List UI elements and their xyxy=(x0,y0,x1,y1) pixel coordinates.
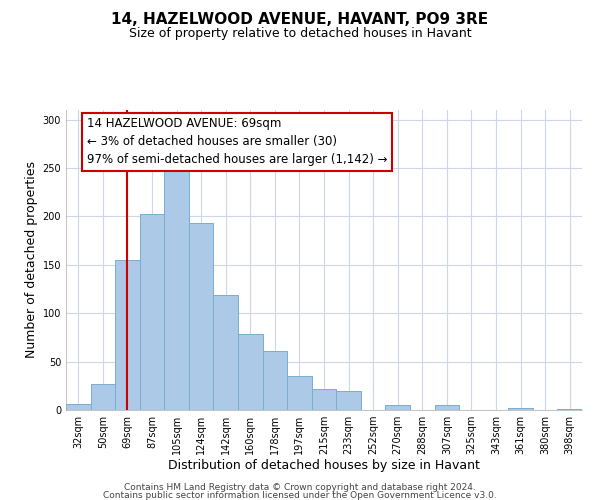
Bar xyxy=(214,295,238,410)
Bar xyxy=(189,223,214,410)
Bar xyxy=(66,404,91,410)
Bar xyxy=(385,405,410,410)
Bar xyxy=(115,260,140,410)
Text: 14 HAZELWOOD AVENUE: 69sqm
← 3% of detached houses are smaller (30)
97% of semi-: 14 HAZELWOOD AVENUE: 69sqm ← 3% of detac… xyxy=(86,118,387,166)
Bar xyxy=(434,405,459,410)
Bar xyxy=(140,214,164,410)
Text: Size of property relative to detached houses in Havant: Size of property relative to detached ho… xyxy=(128,28,472,40)
X-axis label: Distribution of detached houses by size in Havant: Distribution of detached houses by size … xyxy=(168,458,480,471)
Text: 14, HAZELWOOD AVENUE, HAVANT, PO9 3RE: 14, HAZELWOOD AVENUE, HAVANT, PO9 3RE xyxy=(112,12,488,28)
Y-axis label: Number of detached properties: Number of detached properties xyxy=(25,162,38,358)
Bar xyxy=(164,168,189,410)
Text: Contains HM Land Registry data © Crown copyright and database right 2024.: Contains HM Land Registry data © Crown c… xyxy=(124,482,476,492)
Bar xyxy=(312,388,336,410)
Bar xyxy=(238,334,263,410)
Bar xyxy=(557,409,582,410)
Bar xyxy=(91,384,115,410)
Bar xyxy=(336,390,361,410)
Bar xyxy=(263,351,287,410)
Bar xyxy=(287,376,312,410)
Bar xyxy=(508,408,533,410)
Text: Contains public sector information licensed under the Open Government Licence v3: Contains public sector information licen… xyxy=(103,491,497,500)
